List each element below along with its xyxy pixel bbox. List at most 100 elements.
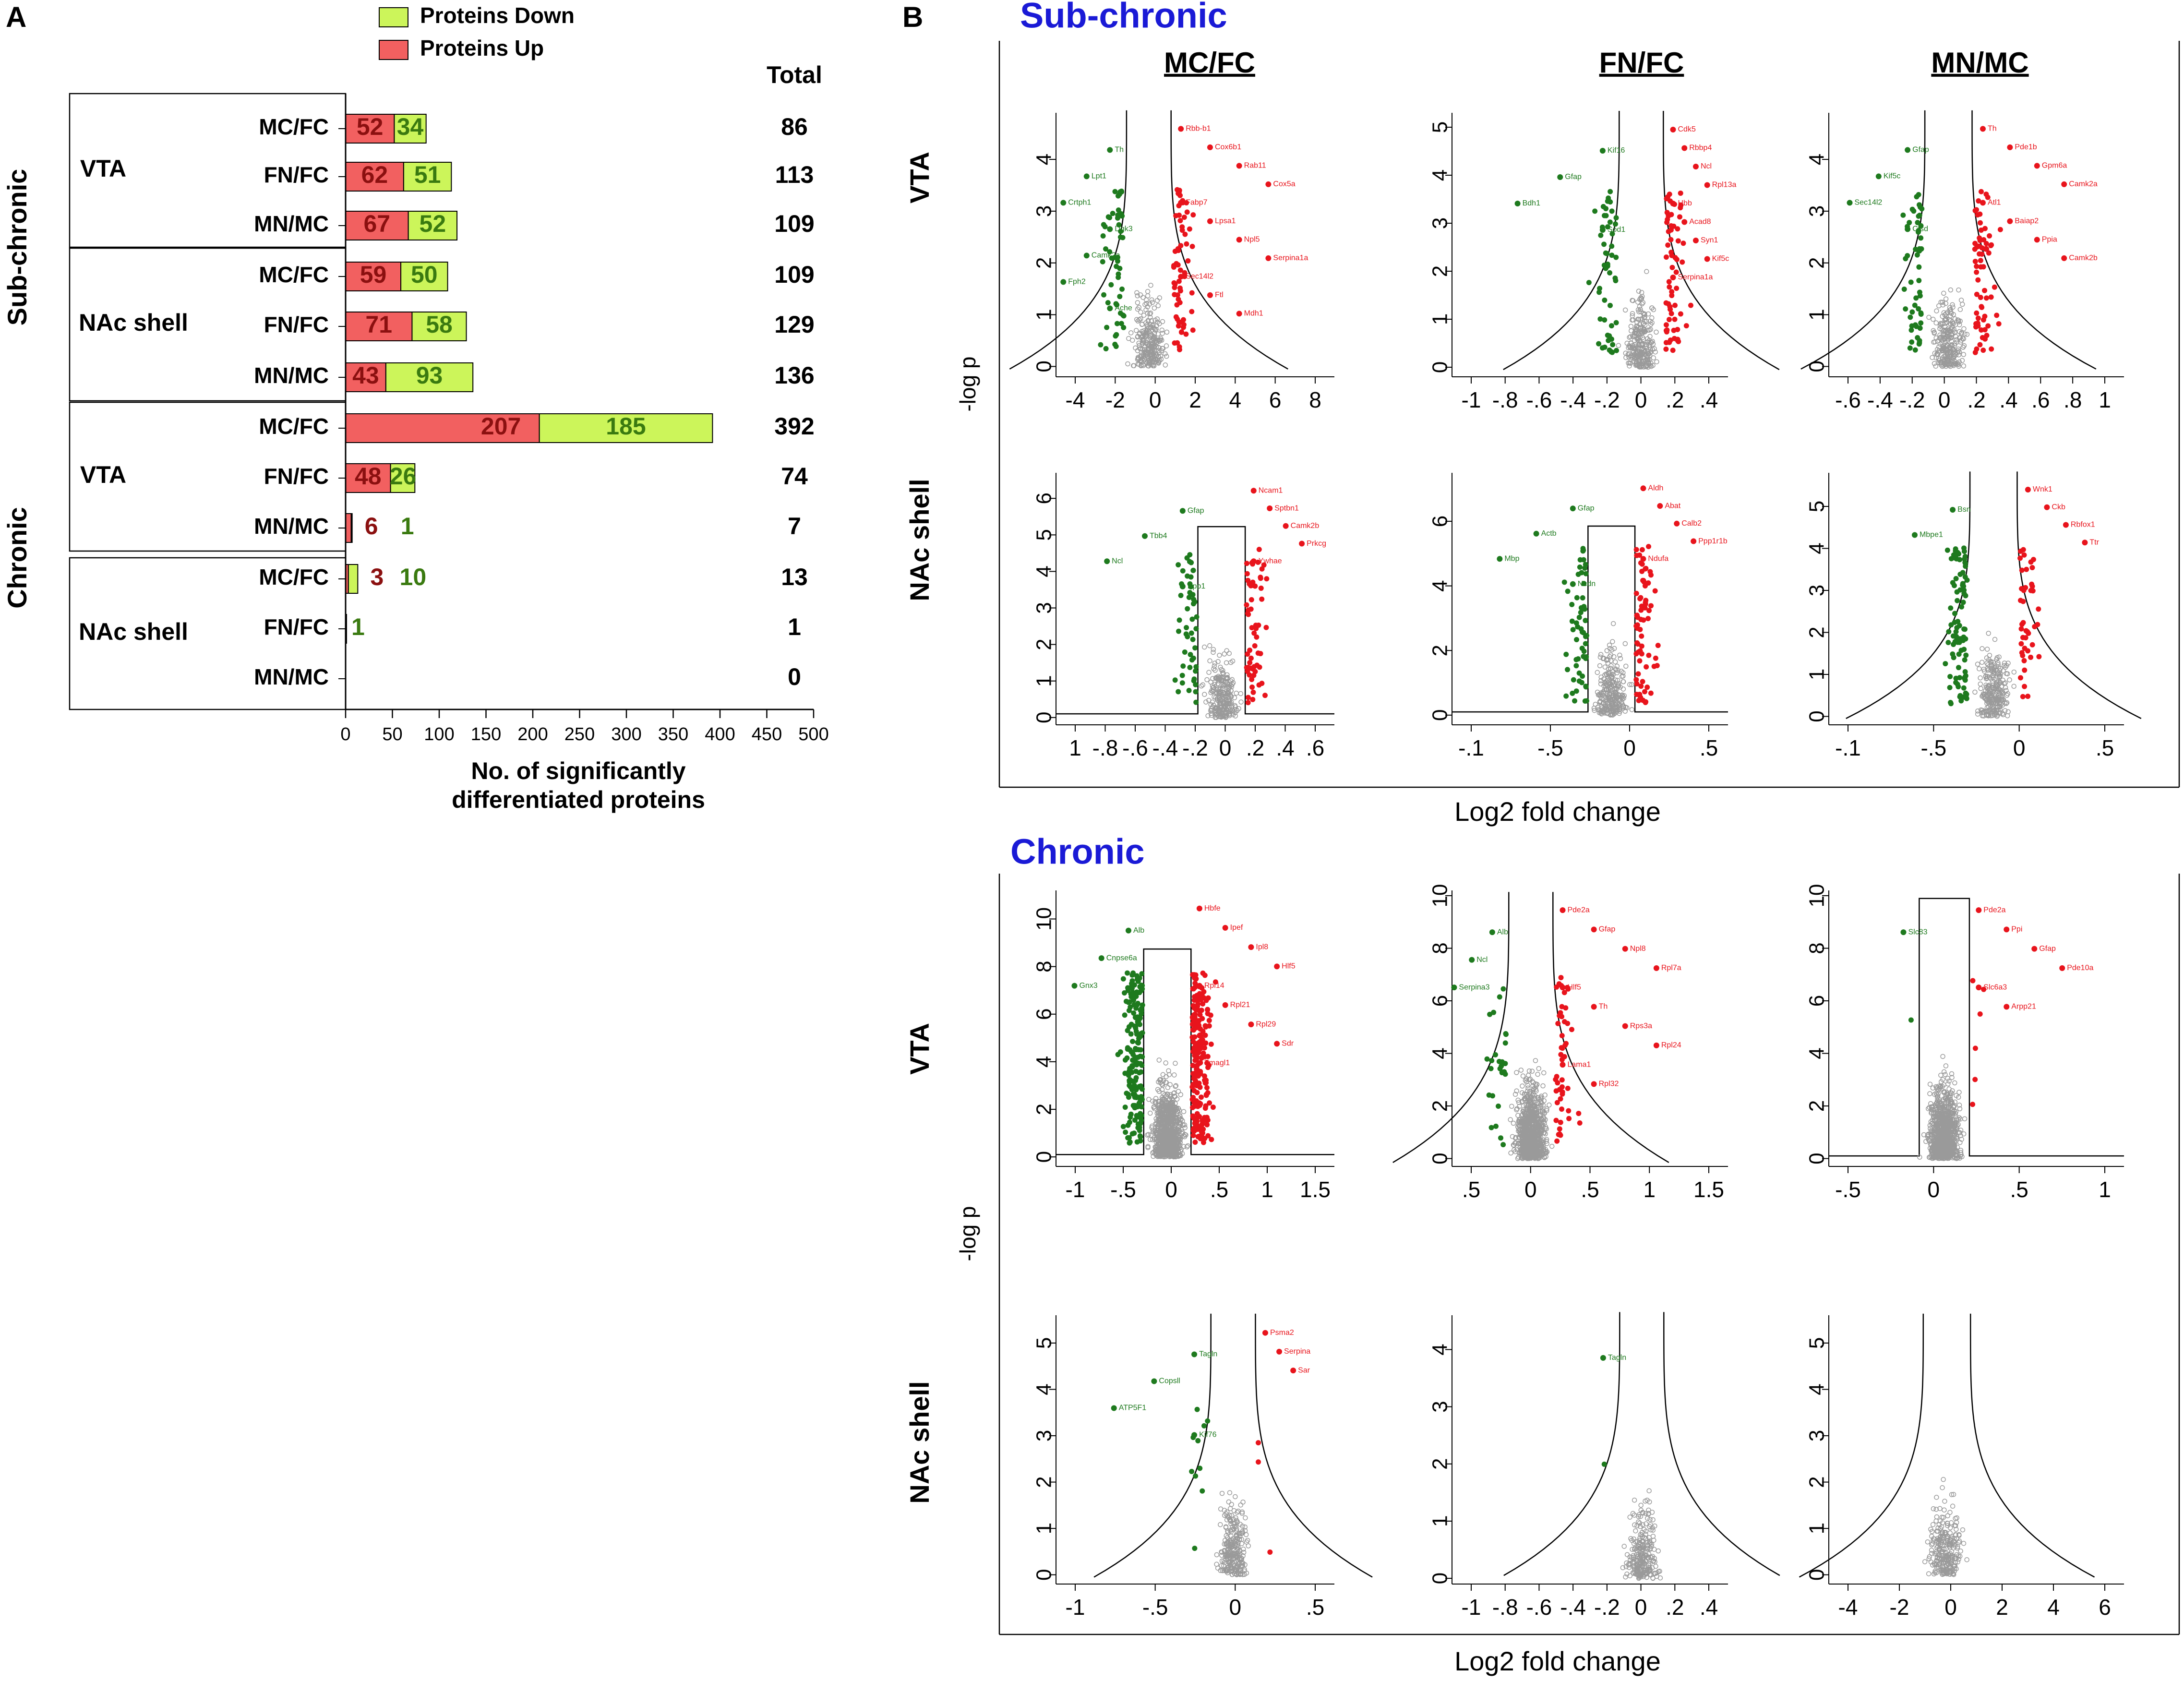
point-nonsignificant (1947, 349, 1952, 355)
point-nonsignificant (1199, 683, 1204, 689)
row-total: 7 (788, 513, 801, 540)
point-nonsignificant (1998, 680, 2004, 685)
y-tick-label: 6 (1428, 995, 1452, 1007)
point-nonsignificant (1535, 1071, 1540, 1077)
point-up (1668, 337, 1673, 343)
point-nonsignificant (1148, 1110, 1153, 1116)
point-nonsignificant (1608, 663, 1614, 669)
down-value-label: 58 (426, 311, 453, 338)
point-nonsignificant (1208, 711, 1214, 716)
point-down (1114, 264, 1119, 269)
point-down (1909, 309, 1915, 315)
x-tick-label: 1 (1643, 1177, 1656, 1202)
point-up (1663, 300, 1669, 306)
down-value-label: 1 (351, 613, 365, 640)
labeled-point-up (1178, 126, 1184, 132)
point-nonsignificant (1642, 349, 1648, 355)
point-nonsignificant (1947, 360, 1953, 366)
x-tick-label: 1 (2099, 387, 2111, 412)
point-up (1206, 1018, 1212, 1023)
point-nonsignificant (1164, 343, 1169, 348)
point-down (1117, 310, 1123, 316)
point-up (1667, 284, 1672, 290)
down-value-label: 10 (400, 564, 427, 590)
point-nonsignificant (1639, 301, 1645, 307)
point-down (1136, 1102, 1142, 1108)
point-up (1669, 293, 1675, 299)
point-up (1675, 338, 1680, 344)
point-down (1960, 600, 1966, 605)
point-nonsignificant (1630, 311, 1635, 316)
point-down (1112, 189, 1118, 194)
point-nonsignificant (1144, 340, 1149, 346)
point-nonsignificant (2004, 671, 2009, 676)
protein-label-up: Abat (1665, 502, 1680, 510)
point-nonsignificant (1998, 687, 2004, 693)
labeled-point-up (1236, 311, 1242, 317)
point-down (1592, 208, 1598, 214)
point-up (1977, 342, 1983, 348)
point-nonsignificant (1514, 1070, 1519, 1075)
point-down (1191, 597, 1197, 602)
labeled-point-up (1704, 182, 1710, 188)
protein-label-up: Rpl29 (1256, 1020, 1276, 1028)
point-down (1561, 579, 1567, 585)
point-nonsignificant (1211, 647, 1216, 652)
point-nonsignificant (1635, 336, 1641, 341)
point-up (1202, 1023, 1208, 1029)
point-up (1664, 210, 1670, 216)
point-nonsignificant (1620, 686, 1626, 692)
point-nonsignificant (2011, 669, 2017, 675)
point-down (1581, 557, 1586, 563)
point-nonsignificant (1212, 706, 1218, 711)
point-down (1608, 323, 1614, 329)
point-up (1639, 633, 1644, 639)
point-nonsignificant (1172, 1072, 1177, 1078)
point-nonsignificant (1219, 704, 1224, 710)
point-down (1913, 324, 1919, 329)
protein-label-up: Rpl14 (1204, 982, 1224, 990)
point-nonsignificant (1179, 1151, 1185, 1156)
protein-label-up: Camk2a (2069, 180, 2098, 188)
y-tick-label: 1 (1805, 309, 1829, 320)
point-up (1982, 288, 1988, 293)
bar-row: FN/FC 62 51 113 (264, 161, 814, 192)
point-down (1172, 677, 1178, 683)
labeled-point-up (1681, 145, 1688, 151)
row-total: 129 (774, 311, 814, 338)
labeled-point-down (1060, 279, 1067, 285)
point-nonsignificant (1212, 715, 1218, 720)
point-down (1125, 1122, 1131, 1128)
point-up (1982, 327, 1988, 333)
point-down (1176, 689, 1181, 695)
point-up (1203, 1040, 1209, 1046)
group-region-label: NAc shell (79, 309, 188, 336)
point-nonsignificant (1208, 702, 1213, 707)
point-up (2028, 559, 2034, 565)
point-nonsignificant (1620, 679, 1626, 684)
point-up (1680, 259, 1685, 265)
point-nonsignificant (1997, 704, 2003, 709)
point-nonsignificant (1133, 328, 1139, 333)
point-down (1121, 324, 1127, 330)
point-nonsignificant (1216, 706, 1221, 711)
protein-label-down: Dgk3 (1115, 225, 1132, 233)
point-nonsignificant (1139, 350, 1144, 355)
protein-label-up: Ttr (2089, 538, 2099, 546)
point-up (1177, 218, 1183, 224)
point-up (1190, 327, 1196, 333)
point-up (1202, 973, 1208, 978)
point-nonsignificant (1649, 305, 1655, 311)
y-tick-label: 4 (1428, 580, 1452, 591)
point-down (1116, 222, 1122, 228)
protein-label-up: Rbfox1 (2071, 521, 2095, 529)
point-up (1978, 227, 1984, 233)
x-tick-label: 0 (1938, 387, 1951, 412)
labeled-point-down (1179, 583, 1186, 589)
point-up (1987, 233, 1992, 239)
point-nonsignificant (1135, 293, 1140, 299)
protein-label-up: Camk2b (1291, 522, 1320, 530)
protein-label-up: Cox6b1 (1215, 143, 1241, 151)
